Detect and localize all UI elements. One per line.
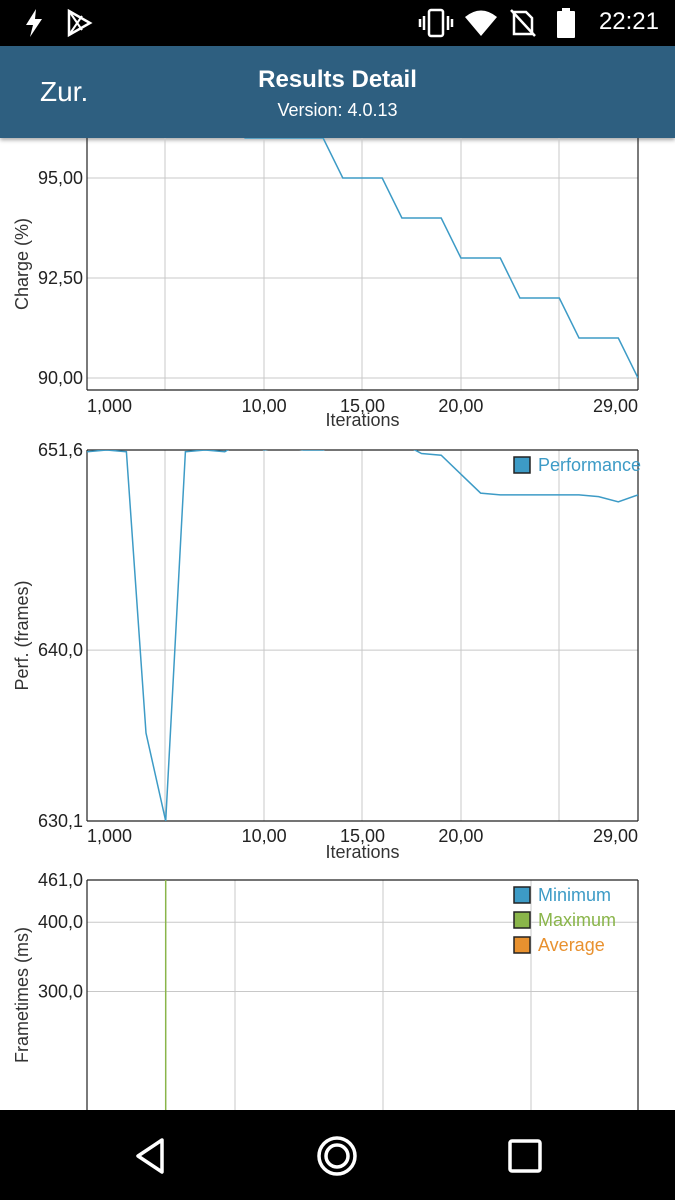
legend-label: Performance bbox=[538, 455, 641, 475]
x-tick-label: 10,00 bbox=[242, 826, 287, 846]
version-subtitle: Version: 4.0.13 bbox=[277, 100, 398, 120]
legend-swatch bbox=[513, 456, 531, 474]
legend-label: Maximum bbox=[538, 910, 616, 930]
legend-swatch bbox=[513, 886, 531, 904]
flash-icon bbox=[26, 9, 42, 37]
home-circle-icon[interactable] bbox=[316, 1135, 358, 1177]
back-triangle-icon[interactable] bbox=[130, 1135, 172, 1177]
y-tick-label: 651,6 bbox=[38, 440, 83, 460]
frametimes-chart: 461,0 400,0 300,0 Frametimes (ms) Minimum Max… bbox=[0, 870, 675, 1110]
x-axis-label: Iterations bbox=[325, 842, 399, 862]
vibrate-icon bbox=[418, 8, 454, 38]
y-tick-label: 400,0 bbox=[38, 912, 83, 932]
x-tick-label: 15,00 bbox=[340, 826, 385, 846]
clock: 22:21 bbox=[598, 8, 659, 35]
y-axis-label: Perf. (frames) bbox=[12, 580, 32, 690]
y-tick-label: 95,00 bbox=[38, 168, 83, 188]
y-tick-label: 90,00 bbox=[38, 368, 83, 388]
status-bar: 22:21 bbox=[0, 0, 675, 46]
play-store-icon bbox=[67, 8, 93, 38]
charge-chart: 95,00 92,50 90,00 1,000 10,00 15,00 20,00 29,00… bbox=[0, 138, 675, 438]
battery-icon bbox=[557, 8, 575, 38]
x-tick-label: 1,000 bbox=[87, 396, 132, 416]
y-axis-label: Charge (%) bbox=[12, 218, 32, 310]
series-line bbox=[244, 138, 638, 379]
x-tick-label: 20,00 bbox=[438, 396, 483, 416]
y-tick-label: 630,1 bbox=[38, 811, 83, 831]
x-tick-label: 29,00 bbox=[593, 396, 638, 416]
y-tick-label: 640,0 bbox=[38, 640, 83, 660]
charge-chart-svg: 95,00 92,50 90,001,000 10,00 15,00 20,00 29,00… bbox=[12, 138, 639, 430]
x-axis-label: Iterations bbox=[325, 410, 399, 430]
legend-swatch bbox=[513, 936, 531, 954]
app-bar: Zur. Results Detail Version: 4.0.13 bbox=[0, 46, 675, 138]
y-tick-label: 461,0 bbox=[38, 870, 83, 890]
x-tick-label: 20,00 bbox=[438, 826, 483, 846]
navigation-bar bbox=[0, 1110, 675, 1200]
x-tick-label: 10,00 bbox=[242, 396, 287, 416]
x-tick-label: 1,000 bbox=[87, 826, 132, 846]
series-line bbox=[87, 450, 638, 821]
y-tick-label: 300,0 bbox=[38, 981, 83, 1001]
frametimes-chart-svg: 461,0 400,0 300,0 Frametimes (ms) Minimum Max… bbox=[12, 870, 639, 1110]
x-tick-label: 15,00 bbox=[340, 396, 385, 416]
x-tick-label: 29,00 bbox=[593, 826, 638, 846]
y-axis-label: Frametimes (ms) bbox=[12, 927, 32, 1063]
legend-label: Minimum bbox=[538, 885, 611, 905]
page-title: Results Detail bbox=[258, 66, 417, 93]
performance-chart-svg: 651,6 640,0 630,11,000 10,00 15,00 20,00 29,00… bbox=[12, 440, 641, 862]
recents-square-icon[interactable] bbox=[504, 1135, 546, 1177]
no-sim-icon bbox=[510, 9, 536, 37]
wifi-icon bbox=[465, 10, 497, 36]
back-button[interactable]: Zur. bbox=[40, 76, 89, 107]
legend-swatch bbox=[513, 911, 531, 929]
y-tick-label: 92,50 bbox=[38, 268, 83, 288]
performance-chart: 651,6 640,0 630,1 1,000 10,00 15,00 20,00 29,00… bbox=[0, 440, 675, 868]
legend-label: Average bbox=[538, 935, 605, 955]
